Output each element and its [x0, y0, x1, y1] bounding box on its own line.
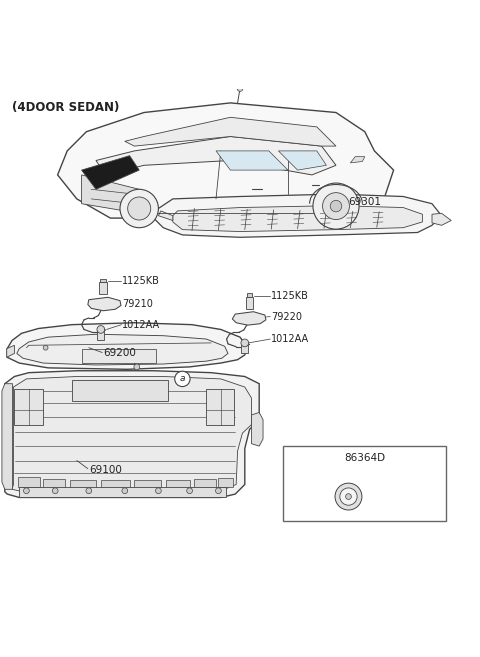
Circle shape [24, 488, 29, 493]
Polygon shape [252, 413, 263, 446]
Polygon shape [82, 156, 139, 189]
Circle shape [340, 488, 357, 505]
Polygon shape [158, 211, 173, 221]
Circle shape [335, 483, 362, 510]
Polygon shape [12, 376, 252, 491]
Bar [82, 349, 156, 363]
Circle shape [216, 488, 221, 493]
Polygon shape [5, 371, 259, 497]
Circle shape [323, 193, 349, 219]
Bar [247, 294, 252, 298]
Circle shape [86, 488, 92, 493]
Polygon shape [216, 151, 288, 170]
Bar [246, 298, 253, 309]
Circle shape [346, 493, 351, 499]
Circle shape [187, 488, 192, 493]
Text: 69200: 69200 [103, 348, 136, 357]
Polygon shape [125, 118, 336, 146]
Circle shape [156, 488, 161, 493]
Bar [194, 479, 216, 488]
Polygon shape [154, 194, 442, 237]
Polygon shape [58, 103, 394, 218]
Text: 69301: 69301 [348, 197, 381, 207]
Bar [166, 480, 190, 488]
Bar [241, 345, 248, 353]
Circle shape [120, 189, 158, 228]
Polygon shape [432, 214, 451, 225]
Polygon shape [82, 175, 139, 214]
Polygon shape [17, 334, 228, 365]
Circle shape [97, 326, 105, 333]
Circle shape [175, 371, 190, 386]
Bar [97, 331, 104, 340]
Text: 1012AA: 1012AA [271, 334, 309, 344]
Circle shape [330, 200, 342, 212]
Polygon shape [88, 298, 121, 311]
Circle shape [52, 488, 58, 493]
Bar [70, 480, 96, 488]
Polygon shape [278, 151, 326, 170]
Polygon shape [7, 346, 14, 357]
Bar [72, 380, 168, 401]
Bar [218, 478, 233, 487]
Text: (4DOOR SEDAN): (4DOOR SEDAN) [12, 101, 120, 114]
Circle shape [128, 197, 151, 220]
Bar [134, 480, 161, 489]
Bar [206, 388, 234, 424]
Bar [283, 446, 446, 520]
Circle shape [237, 85, 243, 91]
Bar [18, 477, 40, 487]
Circle shape [122, 488, 128, 493]
Bar [100, 279, 106, 283]
Text: 79210: 79210 [122, 298, 153, 309]
Polygon shape [350, 156, 365, 163]
Polygon shape [2, 384, 12, 489]
Polygon shape [232, 311, 266, 325]
Circle shape [313, 183, 359, 229]
Text: 69100: 69100 [89, 465, 121, 475]
Circle shape [134, 364, 140, 370]
Bar [99, 283, 107, 294]
Text: 1125KB: 1125KB [122, 277, 160, 286]
Bar [14, 388, 43, 424]
Text: 79220: 79220 [271, 311, 302, 321]
Circle shape [43, 346, 48, 350]
Text: a: a [180, 374, 185, 384]
Circle shape [241, 339, 249, 347]
Bar [101, 480, 130, 489]
Text: 86364D: 86364D [344, 453, 385, 463]
Polygon shape [173, 206, 422, 231]
Bar [19, 487, 226, 497]
Text: 1012AA: 1012AA [122, 320, 160, 330]
Text: 1125KB: 1125KB [271, 291, 309, 302]
Bar [43, 479, 65, 488]
Polygon shape [96, 137, 336, 175]
Polygon shape [7, 323, 247, 369]
